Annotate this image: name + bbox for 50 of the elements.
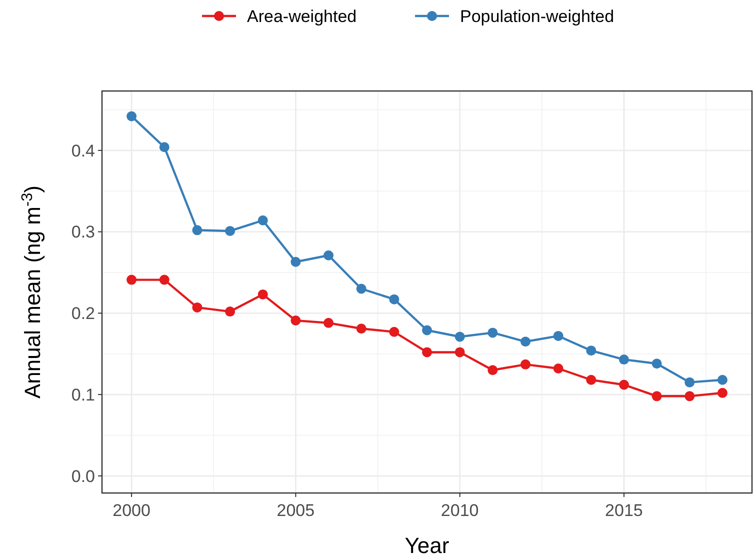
point (290, 256, 301, 267)
point (618, 380, 629, 390)
point (258, 215, 268, 226)
point (684, 391, 695, 402)
legend-label: Population-weighted (460, 6, 614, 26)
point (488, 365, 498, 376)
point (520, 336, 530, 347)
point (684, 377, 695, 388)
point (290, 315, 301, 326)
point (356, 284, 366, 294)
point (454, 332, 465, 342)
point (159, 142, 170, 152)
point (126, 274, 137, 285)
point (488, 328, 498, 338)
point (652, 391, 662, 402)
point (454, 347, 465, 358)
point (553, 330, 564, 341)
x-tick-label: 2010 (440, 501, 479, 520)
point (553, 363, 564, 374)
point (389, 294, 400, 304)
point (652, 358, 662, 369)
point (192, 302, 202, 312)
legend-label: Area-weighted (247, 6, 357, 26)
point (717, 388, 728, 398)
x-tick-label: 2000 (112, 501, 150, 520)
point (356, 324, 366, 334)
point (586, 374, 596, 385)
point (324, 250, 334, 260)
point (324, 318, 334, 328)
point (225, 306, 236, 317)
x-axis-title: Year (404, 533, 450, 558)
point (159, 274, 170, 285)
point (717, 374, 728, 385)
y-tick-label: 0.2 (71, 304, 95, 324)
y-tick-label: 0.1 (71, 385, 95, 404)
point (126, 111, 137, 122)
point (258, 289, 268, 300)
point (225, 226, 236, 236)
point (422, 325, 432, 336)
y-tick-label: 0.4 (71, 141, 95, 160)
y-tick-label: 0.3 (71, 222, 95, 242)
x-tick-label: 2005 (276, 501, 315, 520)
point (618, 354, 629, 365)
point (586, 346, 596, 356)
y-tick-label: 0.0 (71, 466, 95, 486)
x-tick-label: 2015 (605, 501, 643, 520)
point (389, 326, 400, 337)
point (520, 359, 530, 370)
point (192, 225, 202, 236)
point (422, 347, 432, 358)
